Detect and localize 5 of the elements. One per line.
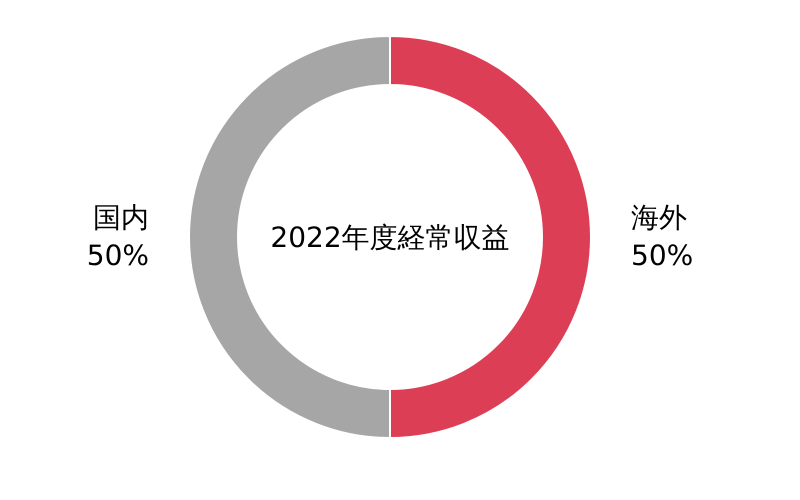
slice-label: 海外 — [631, 201, 687, 234]
data-label: 50% — [86, 239, 149, 272]
data-label: 50% — [631, 239, 694, 272]
slice-label: 国内 — [93, 201, 149, 234]
text: 2022年度経常収益 — [270, 221, 510, 254]
